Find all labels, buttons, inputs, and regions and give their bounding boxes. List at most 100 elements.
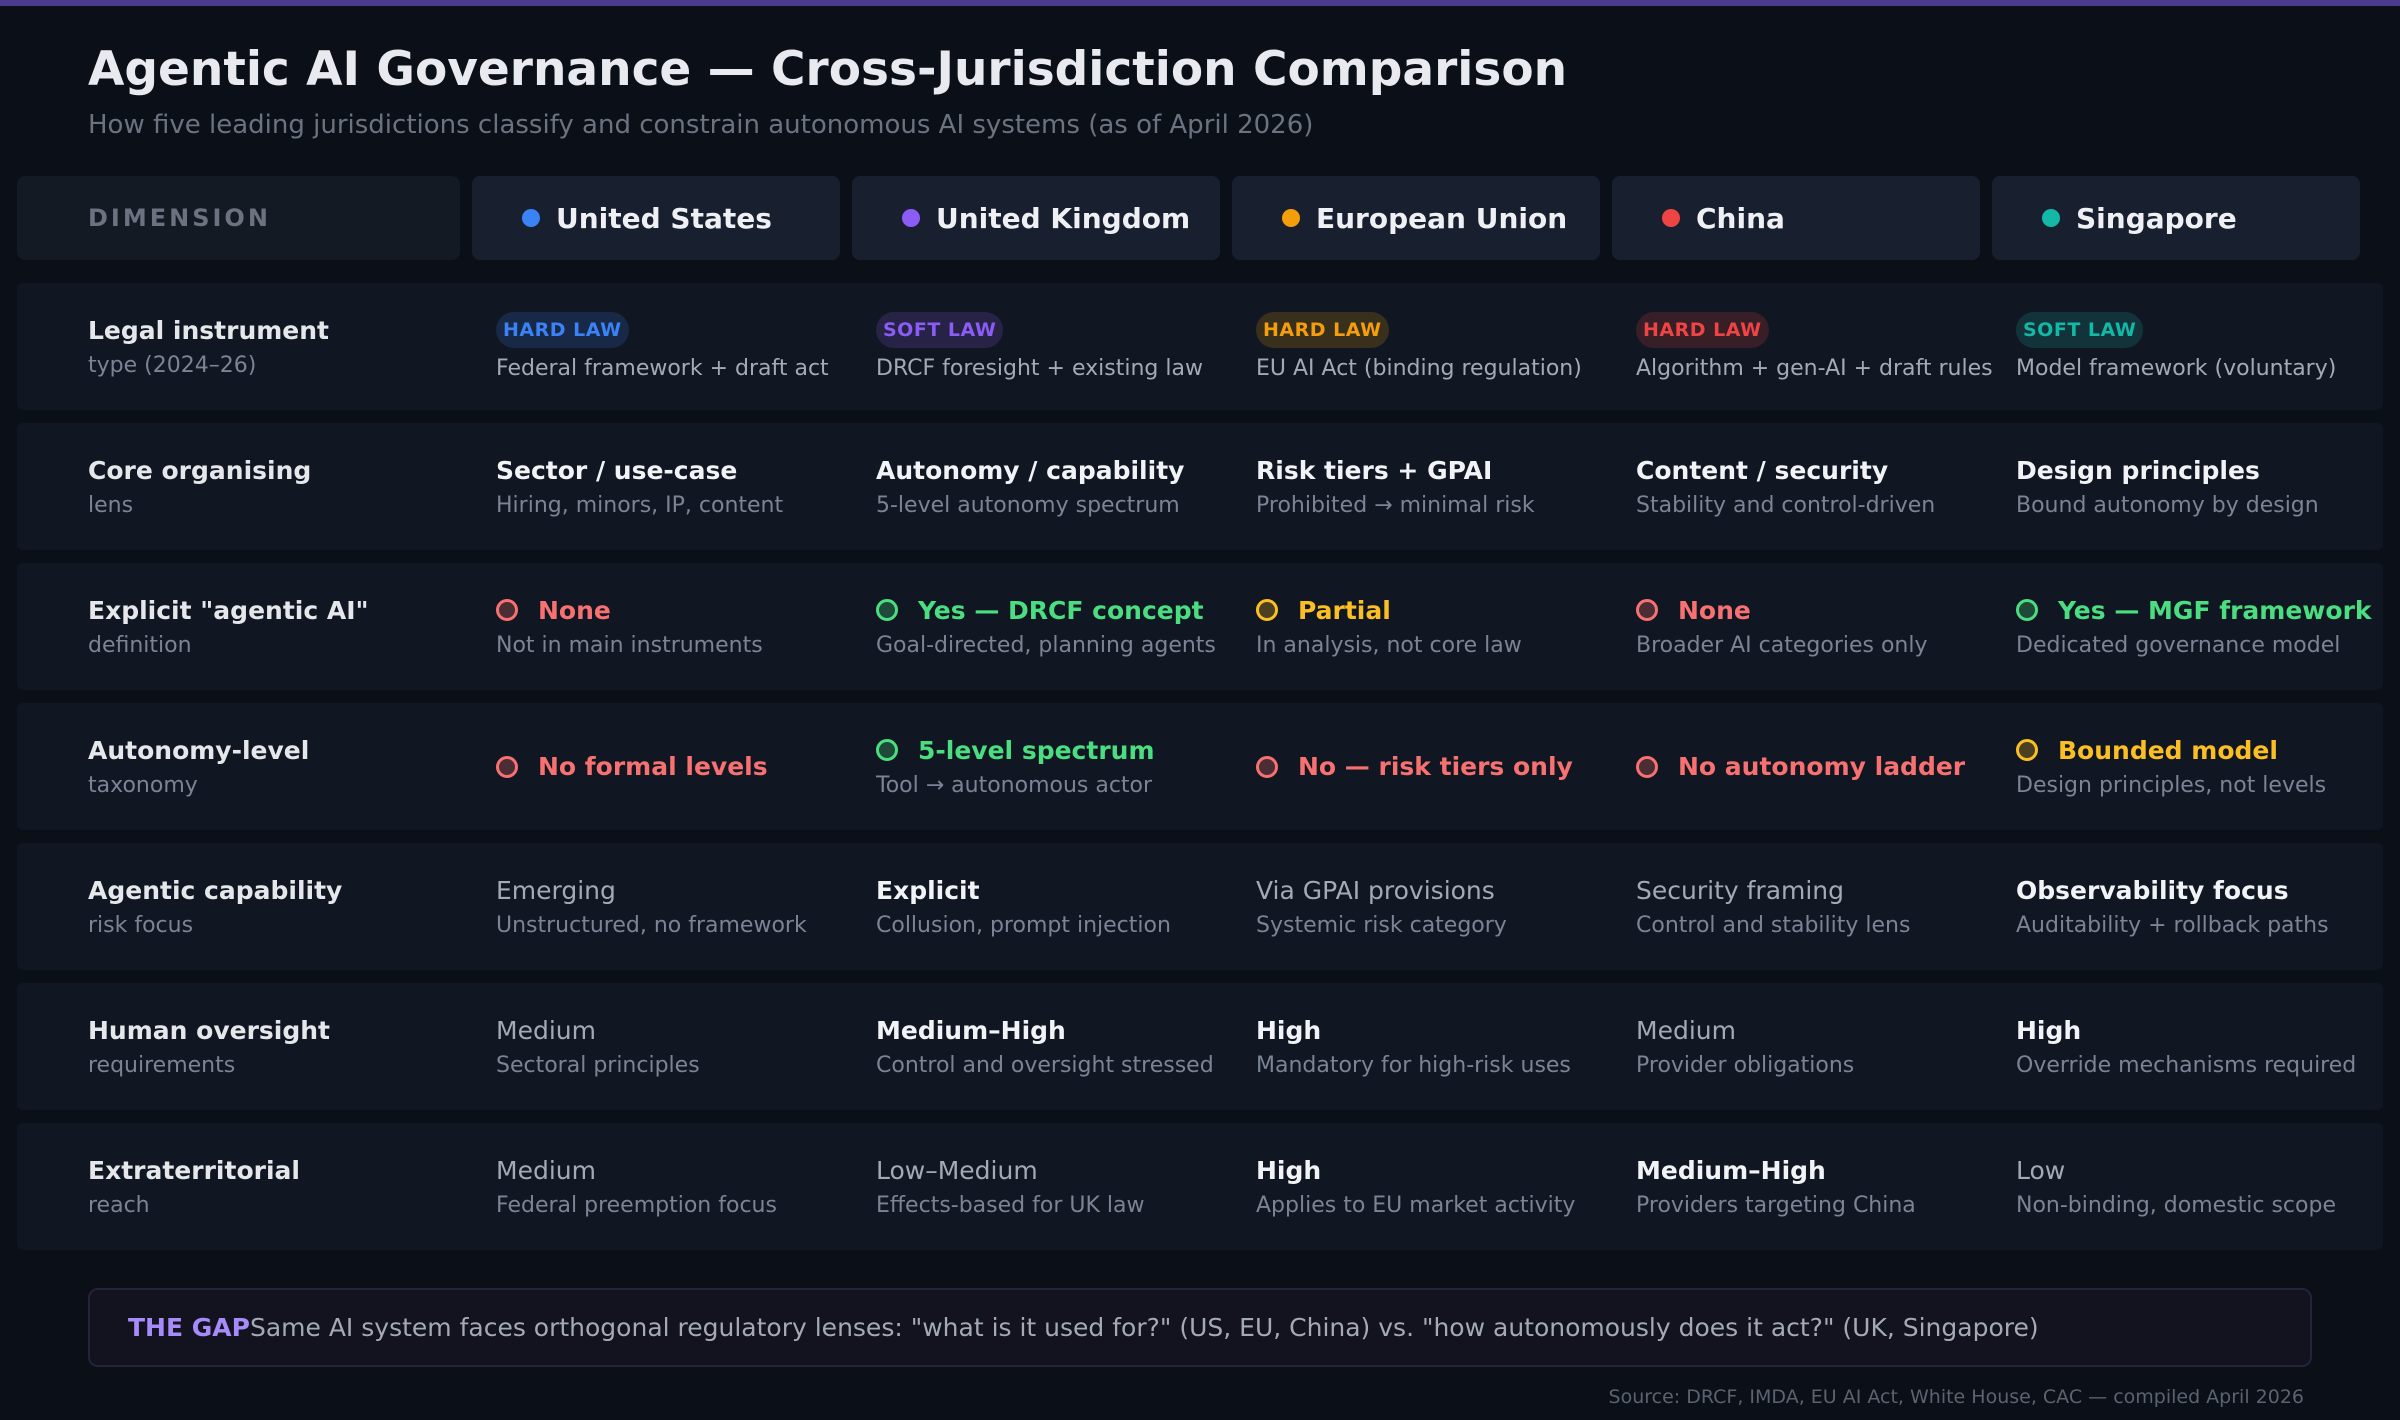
cell-main: High [1256, 1016, 1571, 1045]
table-cell: Yes — DRCF concept Goal-directed, plannin… [876, 563, 1216, 690]
row-label: Legal instrument [88, 315, 330, 345]
row-sublabel: definition [88, 632, 192, 658]
status-icon [2016, 739, 2038, 761]
table-cell: Low Non-binding, domestic scope [2016, 1123, 2336, 1250]
cell-main: Sector / use-case [496, 456, 783, 485]
cell-value: No autonomy ladder [1678, 752, 1966, 781]
law-badge: HARD LAW [1256, 312, 1389, 348]
cell-detail: DRCF foresight + existing law [876, 356, 1203, 381]
status-icon [1256, 599, 1278, 621]
cell-detail: Stability and control-driven [1636, 492, 1936, 518]
cell-detail: Tool → autonomous actor [876, 772, 1153, 798]
row-header: Legal instrument type (2024–26) [88, 283, 329, 410]
status-icon [2016, 599, 2038, 621]
status-icon [876, 599, 898, 621]
cell-detail: Collusion, prompt injection [876, 912, 1171, 938]
cell-detail: Model framework (voluntary) [2016, 356, 2337, 381]
cell-main: High [1256, 1156, 1575, 1185]
cell-main: Autonomy / capability [876, 456, 1184, 485]
cell-detail: Sectoral principles [496, 1052, 700, 1078]
row-sublabel: type (2024–26) [88, 352, 257, 378]
column-name: United States [556, 201, 772, 235]
table-cell: Observability focus Auditability + rollba… [2016, 843, 2329, 970]
cell-detail: Bound autonomy by design [2016, 492, 2319, 518]
table-cell: Via GPAI provisions Systemic risk categor… [1256, 843, 1507, 970]
color-dot [2042, 209, 2060, 227]
cell-main: No — risk tiers only [1256, 752, 1573, 781]
row-sublabel: reach [88, 1192, 150, 1218]
column-header: China [1612, 176, 1980, 260]
cell-main: High [2016, 1016, 2356, 1045]
row-label: Human oversight [88, 1015, 330, 1045]
table-row: Explicit "agentic AI" definition None Not i… [17, 563, 2383, 690]
cell-main: Design principles [2016, 456, 2319, 485]
table-cell: Risk tiers + GPAI Prohibited → minimal ri… [1256, 423, 1535, 550]
table-cell: Content / security Stability and control-… [1636, 423, 1935, 550]
cell-detail: Broader AI categories only [1636, 632, 1928, 658]
cell-detail: Design principles, not levels [2016, 772, 2327, 798]
cell-main: Medium [496, 1156, 777, 1185]
status-icon [496, 755, 518, 778]
color-dot [1282, 209, 1300, 227]
cell-detail: Hiring, minors, IP, content [496, 492, 784, 518]
cell-value: Medium [1636, 1015, 1736, 1045]
cell-value: Via GPAI provisions [1256, 875, 1495, 905]
table-cell: Yes — MGF framework Dedicated governance … [2016, 563, 2372, 690]
row-label: Core organising [88, 455, 312, 485]
table-cell: Medium Sectoral principles [496, 983, 700, 1110]
cell-detail: EU AI Act (binding regulation) [1256, 356, 1582, 381]
table-cell: Explicit Collusion, prompt injection [876, 843, 1171, 970]
cell-detail: Unstructured, no framework [496, 912, 807, 938]
row-sublabel: taxonomy [88, 772, 198, 798]
status-icon [876, 739, 898, 761]
cell-detail: Auditability + rollback paths [2016, 912, 2329, 938]
cell-main: Via GPAI provisions [1256, 876, 1507, 905]
cell-detail: 5-level autonomy spectrum [876, 492, 1180, 518]
row-sublabel: requirements [88, 1052, 236, 1078]
cell-main: Explicit [876, 876, 1171, 905]
table-cell: Partial In analysis, not core law [1256, 563, 1522, 690]
table-cell: HARD LAW EU AI Act (binding regulation) [1256, 283, 1582, 410]
table-cell: Medium Provider obligations [1636, 983, 1854, 1110]
cell-value: Yes — MGF framework [2058, 595, 2372, 625]
table-cell: Design principles Bound autonomy by desig… [2016, 423, 2319, 550]
cell-value: None [1678, 595, 1751, 625]
cell-value: Observability focus [2016, 875, 2289, 905]
gap-label: THE GAP [128, 1313, 250, 1342]
table-row: Agentic capability risk focus Emerging Unst… [17, 843, 2383, 970]
cell-main: Security framing [1636, 876, 1910, 905]
row-sublabel: lens [88, 492, 134, 518]
status-icon [496, 599, 518, 621]
table-cell: Autonomy / capability 5-level autonomy sp… [876, 423, 1184, 550]
table-cell: No formal levels [496, 703, 768, 830]
status-icon [1636, 755, 1658, 778]
column-header: United States [472, 176, 840, 260]
column-name: Singapore [2076, 201, 2237, 235]
cell-value: 5-level spectrum [918, 735, 1155, 765]
table-row: Core organising lens Sector / use-case Hiri… [17, 423, 2383, 550]
table-cell: High Applies to EU market activity [1256, 1123, 1575, 1250]
cell-main: 5-level spectrum [876, 736, 1155, 765]
cell-value: Security framing [1636, 875, 1845, 905]
cell-main: Low–Medium [876, 1156, 1144, 1185]
cell-main: No autonomy ladder [1636, 752, 1965, 781]
cell-detail: Federal framework + draft act [496, 356, 829, 381]
cell-value: Yes — DRCF concept [918, 595, 1204, 625]
color-dot [1662, 209, 1680, 227]
row-label: Extraterritorial [88, 1155, 300, 1185]
table-cell: Security framing Control and stability le… [1636, 843, 1910, 970]
cell-detail: In analysis, not core law [1256, 632, 1522, 658]
table-cell: Bounded model Design principles, not leve… [2016, 703, 2326, 830]
cell-value: No formal levels [538, 752, 768, 781]
cell-value: Risk tiers + GPAI [1256, 455, 1493, 485]
source-note: Source: DRCF, IMDA, EU AI Act, White Hou… [1608, 1386, 2304, 1408]
row-label: Explicit "agentic AI" [88, 595, 369, 625]
row-header: Core organising lens [88, 423, 311, 550]
gap-text: Same AI system faces orthogonal regulato… [249, 1313, 2039, 1342]
table-cell: None Broader AI categories only [1636, 563, 1928, 690]
cell-main: Medium [496, 1016, 700, 1045]
cell-detail: Algorithm + gen-AI + draft rules [1636, 356, 1993, 381]
table-row: Autonomy-level taxonomy No formal levels 5-… [17, 703, 2383, 830]
cell-detail: Not in main instruments [496, 632, 763, 658]
